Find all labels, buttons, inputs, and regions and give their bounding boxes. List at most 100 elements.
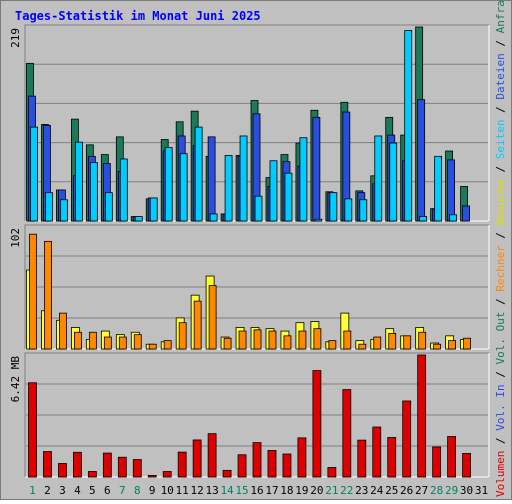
bar-seiten <box>284 172 293 222</box>
bar-seiten <box>179 153 188 222</box>
day-label: 1 <box>29 484 36 497</box>
legend-entry: Anfragen <box>494 1 507 33</box>
day-label: 12 <box>191 484 204 497</box>
bar-volumen <box>117 456 127 478</box>
bar-volumen <box>192 439 202 478</box>
bar-seiten <box>104 192 113 222</box>
bar-rechner <box>178 322 187 350</box>
bar-rechner <box>29 233 37 350</box>
bar-dateien <box>207 136 216 222</box>
bar-seiten <box>269 160 278 222</box>
bar-seiten <box>45 192 53 222</box>
bar-seiten <box>374 135 383 222</box>
bar-seiten <box>119 158 128 222</box>
chart-title: Tages-Statistik im Monat Juni 2025 <box>15 9 261 23</box>
legend-entry: Volumen <box>494 451 507 497</box>
bar-seiten <box>164 147 173 222</box>
bar-rechner <box>268 330 277 350</box>
bar-rechner <box>74 331 82 350</box>
bar-dateien <box>417 99 426 222</box>
bar-rechner <box>193 300 202 350</box>
legend-entry: Besuche <box>494 179 507 225</box>
bar-volumen <box>73 451 82 478</box>
day-label: 14 <box>220 484 234 497</box>
bar-volumen <box>447 436 456 478</box>
day-label: 6 <box>104 484 111 497</box>
day-label: 19 <box>295 484 308 497</box>
bar-volumen <box>432 446 442 478</box>
bar-volumen <box>297 437 307 478</box>
day-label: 30 <box>460 484 473 497</box>
bar-volumen <box>28 382 37 478</box>
bar-seiten <box>299 137 308 222</box>
bar-rechner <box>328 340 337 350</box>
day-label: 2 <box>44 484 51 497</box>
bar-rechner <box>313 328 322 350</box>
bar-seiten <box>149 197 158 222</box>
day-label: 23 <box>355 484 368 497</box>
bar-rechner <box>208 285 217 350</box>
legend-entry: / <box>494 225 507 245</box>
bar-volumen <box>372 426 382 478</box>
day-label: 26 <box>400 484 413 497</box>
bar-volumen <box>282 453 292 478</box>
bar-rechner <box>223 337 232 350</box>
bar-volumen <box>312 370 322 478</box>
bar-volumen <box>222 469 232 478</box>
bar-seiten <box>419 216 428 222</box>
day-label: 28 <box>430 484 443 497</box>
day-label: 31 <box>475 484 488 497</box>
bar-rechner <box>433 343 442 350</box>
bar-seiten <box>449 214 457 222</box>
day-label: 3 <box>59 484 66 497</box>
bar-rechner <box>118 336 127 350</box>
bar-seiten <box>254 195 263 222</box>
bar-seiten <box>329 192 338 222</box>
bar-seiten <box>194 126 203 222</box>
bar-volumen <box>417 354 427 478</box>
day-label: 16 <box>250 484 263 497</box>
day-label: 20 <box>310 484 323 497</box>
day-label: 25 <box>385 484 398 497</box>
bar-volumen <box>462 453 471 478</box>
bar-rechner <box>148 343 157 350</box>
y-tick-label: 102 <box>9 228 22 248</box>
bar-rechner <box>163 340 172 350</box>
bar-volumen <box>402 400 412 478</box>
bar-volumen <box>327 467 337 478</box>
bar-volumen <box>237 454 247 478</box>
legend-entry: / <box>494 292 507 312</box>
bar-seiten <box>404 30 413 222</box>
day-label: 24 <box>370 484 384 497</box>
bar-volumen <box>267 449 277 478</box>
bar-dateien <box>312 116 321 222</box>
bar-rechner <box>283 335 292 350</box>
legend-entry: / <box>494 33 507 53</box>
bar-volumen <box>43 451 52 478</box>
bar-seiten <box>224 155 233 222</box>
bar-volumen <box>342 389 352 478</box>
bar-seiten <box>434 155 443 222</box>
bar-seiten <box>75 141 83 222</box>
bar-seiten <box>239 135 248 222</box>
bar-rechner <box>298 330 307 350</box>
bar-seiten <box>89 162 98 222</box>
bar-rechner <box>403 335 412 350</box>
bar-volumen <box>87 471 97 478</box>
bar-rechner <box>44 240 52 350</box>
day-label: 21 <box>325 484 338 497</box>
right-legend: Volumen / Vol. In / Vol. Out / Rechner /… <box>494 1 507 497</box>
day-label: 4 <box>74 484 81 497</box>
legend-entry: / <box>494 365 507 385</box>
day-label: 18 <box>280 484 293 497</box>
day-label: 29 <box>445 484 458 497</box>
y-tick-label: 6.42 MB <box>9 356 22 403</box>
bar-dateien <box>447 159 455 222</box>
bar-seiten <box>30 126 38 222</box>
bar-volumen <box>207 433 217 478</box>
legend-entry: / <box>494 100 507 120</box>
bar-volumen <box>147 475 157 478</box>
day-label: 13 <box>205 484 218 497</box>
legend-entry: Dateien <box>494 53 507 99</box>
